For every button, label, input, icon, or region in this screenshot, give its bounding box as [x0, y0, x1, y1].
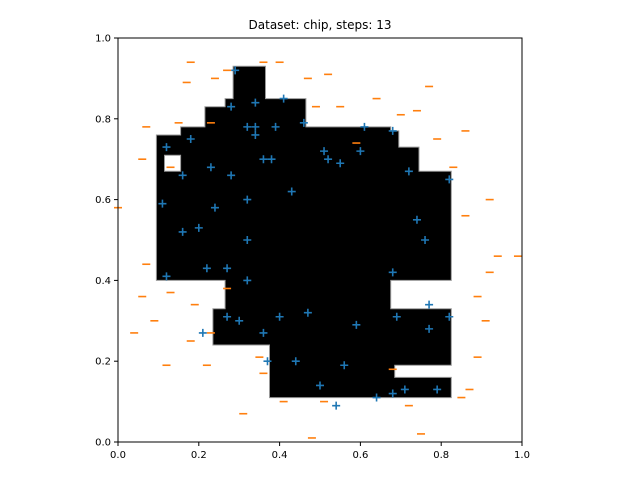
plus-point — [178, 171, 187, 180]
plus-point — [356, 147, 365, 156]
plus-point — [271, 122, 280, 131]
x-tick-label: 0.0 — [110, 450, 126, 461]
plus-point — [186, 135, 195, 143]
plus-point — [299, 118, 308, 127]
y-tick-label: 0.6 — [95, 195, 111, 206]
x-axis: 0.0 0.2 0.4 0.6 0.8 1.0 — [110, 442, 530, 461]
decision-region — [155, 65, 452, 399]
plus-point — [178, 227, 187, 236]
chart-title: Dataset: chip, steps: 13 — [249, 18, 392, 32]
plus-point — [388, 268, 397, 277]
plus-point — [194, 223, 203, 232]
plus-point — [404, 167, 413, 176]
y-tick-label: 0.4 — [95, 276, 111, 287]
data-points — [114, 61, 522, 439]
y-tick-label: 1.0 — [95, 34, 111, 45]
plus-point — [320, 147, 329, 156]
plus-point — [227, 102, 236, 111]
plus-point — [425, 300, 434, 309]
plus-point — [372, 393, 381, 402]
plus-point — [243, 122, 252, 131]
plus-point — [291, 357, 300, 366]
plus-point — [206, 163, 215, 172]
plot-frame — [117, 37, 523, 443]
plus-point — [263, 357, 272, 366]
plus-point — [287, 187, 296, 196]
plus-point — [392, 312, 401, 321]
plus-point — [227, 171, 236, 180]
x-tick-label: 0.6 — [352, 450, 368, 461]
plus-point — [202, 264, 211, 273]
plus-point — [324, 155, 333, 164]
plus-point — [259, 328, 268, 337]
plus-point — [388, 126, 397, 135]
plus-point — [243, 195, 252, 204]
plus-point — [231, 66, 240, 75]
plus-point — [267, 155, 276, 164]
plus-point — [243, 276, 252, 285]
plus-point — [162, 143, 171, 152]
plus-point — [445, 312, 454, 321]
plus-point — [158, 199, 167, 208]
plus-point — [223, 312, 232, 321]
plus-point — [223, 264, 232, 273]
x-tick-label: 0.2 — [191, 450, 207, 461]
plus-point — [352, 320, 361, 329]
x-tick-label: 0.4 — [272, 450, 288, 461]
plus-point — [336, 159, 345, 168]
plus-point — [316, 381, 324, 390]
plus-point — [425, 324, 434, 333]
y-axis: 0.0 0.2 0.4 0.6 0.8 1.0 — [95, 34, 118, 449]
region-polygon — [155, 65, 452, 399]
plus-point — [251, 130, 260, 139]
plus-point — [412, 215, 421, 224]
plus-point — [332, 401, 341, 410]
plus-point — [303, 308, 312, 317]
y-tick-label: 0.0 — [95, 438, 111, 449]
x-tick-label: 1.0 — [514, 450, 530, 461]
plus-point — [235, 316, 244, 325]
plus-point — [198, 328, 207, 337]
plus-point — [251, 98, 260, 107]
plus-point — [275, 312, 284, 321]
plus-point — [210, 203, 219, 212]
plus-point — [259, 155, 268, 164]
plus-point — [445, 175, 454, 184]
plus-point — [340, 361, 349, 370]
y-tick-label: 0.8 — [95, 114, 111, 125]
plus-point — [421, 236, 430, 244]
plus-point — [251, 122, 260, 131]
y-tick-label: 0.2 — [95, 357, 111, 368]
plus-point — [243, 236, 252, 244]
plus-point — [279, 94, 288, 103]
plus-point — [400, 385, 409, 394]
plus-point — [388, 389, 397, 398]
plot-area — [114, 37, 523, 443]
plus-point — [360, 122, 369, 131]
x-tick-label: 0.8 — [433, 450, 449, 461]
plus-point — [162, 272, 171, 281]
plus-point — [433, 385, 442, 394]
